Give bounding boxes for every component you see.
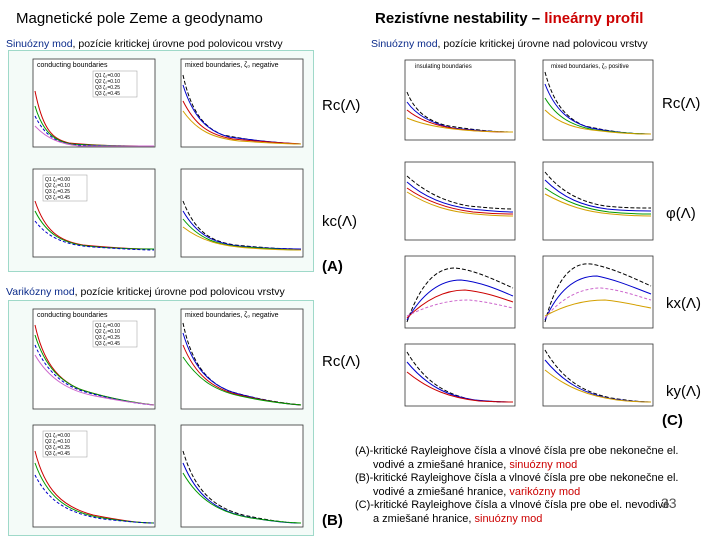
legend-a3-3: Q3 ζ₀=0.45 bbox=[45, 195, 70, 201]
plot-a3: Q1 ζ₀=0.00 Q2 ζ₀=0.10 Q3 ζ₀=0.25 Q3 ζ₀=0… bbox=[32, 168, 156, 258]
figure-b-panel: conducting boundaries Q1 ζ₀=0.00 Q2 ζ₀=0… bbox=[8, 300, 314, 536]
plot-c1-title: insulating boundaries bbox=[415, 64, 472, 70]
label-kc-a: kc(Λ) bbox=[322, 213, 358, 230]
right-title: Rezistívne nestability – lineárny profil bbox=[375, 10, 643, 27]
plot-b1: conducting boundaries Q1 ζ₀=0.00 Q2 ζ₀=0… bbox=[32, 308, 156, 410]
right-title-highlight: lineárny profil bbox=[544, 10, 644, 27]
caption-c-prefix: (C) bbox=[355, 499, 371, 511]
figure-caption: (A)-kritické Rayleighove čísla a vlnové … bbox=[355, 445, 717, 526]
caption-b-line1: (B)-kritické Rayleighove čísla a vlnové … bbox=[355, 472, 717, 486]
legend-b1-0: Q1 ζ₀=0.00 bbox=[95, 323, 120, 329]
plot-a1: conducting boundaries Q1 ζ₀=0.00 Q2 ζ₀=0… bbox=[32, 58, 156, 148]
plot-b4 bbox=[180, 424, 304, 528]
right-subtitle-rest: , pozície kritickej úrovne nad polovicou… bbox=[437, 38, 648, 50]
plot-c4 bbox=[542, 161, 654, 241]
label-rc-c: Rc(Λ) bbox=[662, 95, 701, 112]
caption-b-text2: vodivé a zmiešané hranice, bbox=[373, 485, 510, 498]
legend-b3-3: Q3 ζ₀=0.45 bbox=[45, 451, 70, 457]
label-rc-a: Rc(Λ) bbox=[322, 97, 361, 114]
caption-a-text1: -kritické Rayleighove čísla a vlnové čís… bbox=[369, 445, 679, 457]
legend-b1-2: Q3 ζ₀=0.25 bbox=[95, 335, 120, 341]
legend-b1-1: Q2 ζ₀=0.10 bbox=[95, 329, 120, 335]
left-title: Magnetické pole Zeme a geodynamo bbox=[16, 10, 263, 27]
caption-b-line2: vodivé a zmiešané hranice, varikózny mod bbox=[355, 486, 717, 500]
caption-a-prefix: (A) bbox=[355, 445, 370, 457]
figure-b-svg: conducting boundaries Q1 ζ₀=0.00 Q2 ζ₀=0… bbox=[32, 308, 304, 528]
plot-a2-title: mixed boundaries, ζ₀ negative bbox=[185, 62, 279, 69]
plot-c3 bbox=[404, 161, 516, 241]
label-rc-b: Rc(Λ) bbox=[322, 353, 361, 370]
legend-b3-1: Q2 ζ₀=0.10 bbox=[45, 439, 70, 445]
caption-c-text2: a zmiešané hranice, bbox=[373, 512, 475, 525]
plot-a4 bbox=[180, 168, 304, 258]
plot-b2: mixed boundaries, ζ₀ negative bbox=[180, 308, 304, 410]
legend-a1-1: Q2 ζ₀=0.10 bbox=[95, 79, 120, 85]
caption-b-prefix: (B) bbox=[355, 472, 370, 484]
legend-a1-3: Q3 ζ₀=0.45 bbox=[95, 91, 120, 97]
caption-c-line1: (C)-kritické Rayleighove čísla a vlnové … bbox=[355, 499, 717, 513]
legend-b3-2: Q3 ζ₀=0.25 bbox=[45, 445, 70, 451]
figure-c-panel: insulating boundaries mixed boundaries, … bbox=[385, 52, 655, 410]
left-bottom-mode: Varikózny mod bbox=[6, 286, 75, 298]
right-subtitle: Sinuózny mod, pozície kritickej úrovne n… bbox=[371, 38, 648, 50]
caption-c-line2: a zmiešané hranice, sinuózny mod bbox=[355, 513, 717, 527]
left-top-mode: Sinuózny mod bbox=[6, 38, 73, 50]
figure-c-svg: insulating boundaries mixed boundaries, … bbox=[404, 59, 654, 407]
label-ky-c: ky(Λ) bbox=[666, 383, 702, 400]
tag-c: (C) bbox=[662, 412, 683, 429]
caption-b-mode: varikózny mod bbox=[509, 485, 581, 498]
legend-b1-3: Q3 ζ₀=0.45 bbox=[95, 341, 120, 347]
plot-c6 bbox=[542, 255, 654, 329]
legend-a3-2: Q3 ζ₀=0.25 bbox=[45, 189, 70, 195]
plot-a2: mixed boundaries, ζ₀ negative bbox=[180, 58, 304, 148]
right-mode: Sinuózny mod bbox=[371, 38, 438, 50]
left-bottom-subtitle-rest: , pozície kritickej úrovne pod polovicou… bbox=[74, 286, 285, 298]
plot-b1-title: conducting boundaries bbox=[37, 312, 108, 319]
plot-c7 bbox=[404, 343, 516, 407]
left-top-subtitle: Sinuózny mod, pozície kritickej úrovne p… bbox=[6, 38, 283, 50]
plot-c1: insulating boundaries bbox=[404, 59, 516, 141]
plot-b3: Q1 ζ₀=0.00 Q2 ζ₀=0.10 Q3 ζ₀=0.25 Q3 ζ₀=0… bbox=[32, 424, 156, 528]
caption-b-text1: -kritické Rayleighove čísla a vlnové čís… bbox=[369, 472, 679, 484]
legend-b3-0: Q1 ζ₀=0.00 bbox=[45, 433, 70, 439]
caption-c-mode: sinuózny mod bbox=[474, 512, 543, 525]
plot-c8 bbox=[542, 343, 654, 407]
label-phi-c: φ(Λ) bbox=[666, 205, 696, 222]
legend-a3-1: Q2 ζ₀=0.10 bbox=[45, 183, 70, 189]
figure-a-panel: conducting boundaries Q1 ζ₀=0.00 Q2 ζ₀=0… bbox=[8, 50, 314, 272]
tag-b: (B) bbox=[322, 512, 343, 529]
plot-b2-title: mixed boundaries, ζ₀ negative bbox=[185, 312, 279, 319]
left-top-subtitle-rest: , pozície kritickej úrovne pod polovicou… bbox=[72, 38, 283, 50]
legend-a1-0: Q1 ζ₀=0.00 bbox=[95, 73, 120, 79]
caption-a-line1: (A)-kritické Rayleighove čísla a vlnové … bbox=[355, 445, 717, 459]
right-title-main: Rezistívne nestability – bbox=[375, 10, 545, 27]
caption-c-text1: -kritické Rayleighove čísla a vlnové čís… bbox=[370, 499, 670, 511]
label-kx-c: kx(Λ) bbox=[666, 295, 702, 312]
plot-c2: mixed boundaries, ζ₀ positive bbox=[542, 59, 654, 141]
figure-a-svg: conducting boundaries Q1 ζ₀=0.00 Q2 ζ₀=0… bbox=[32, 58, 304, 258]
page-number: 33 bbox=[661, 495, 677, 511]
left-bottom-subtitle: Varikózny mod, pozície kritickej úrovne … bbox=[6, 286, 285, 298]
plot-a1-title: conducting boundaries bbox=[37, 62, 108, 69]
plot-c5 bbox=[404, 255, 516, 329]
plot-c2-title: mixed boundaries, ζ₀ positive bbox=[551, 64, 630, 70]
caption-a-text2: vodivé a zmiešané hranice, bbox=[373, 458, 510, 471]
legend-a1-2: Q3 ζ₀=0.25 bbox=[95, 85, 120, 91]
caption-a-mode: sinuózny mod bbox=[509, 458, 578, 471]
tag-a: (A) bbox=[322, 258, 343, 275]
caption-a-line2: vodivé a zmiešané hranice, sinuózny mod bbox=[355, 459, 717, 473]
legend-a3-0: Q1 ζ₀=0.00 bbox=[45, 177, 70, 183]
